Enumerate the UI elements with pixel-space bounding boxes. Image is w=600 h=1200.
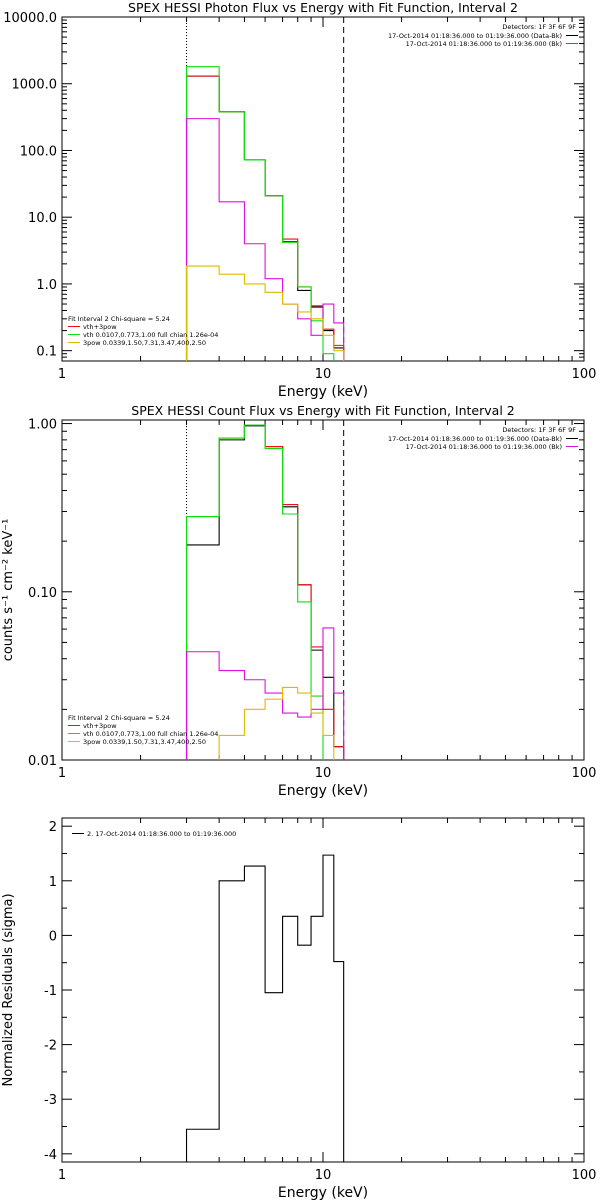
y-axis-label: counts s⁻¹ cm⁻² keV⁻¹ [1,519,16,662]
series-data-line [185,425,345,760]
legend-entry-text: 17-Oct-2014 01:18:36.000 to 01:19:36.000… [388,32,562,40]
x-axis-label: Energy (keV) [278,384,368,400]
legend-entry-text: 3pow 0.0339,1.50,7.31,3.47,400,2.50 [83,339,206,347]
detectors-label: Detectors: 1F 3F 6F 9F [502,426,576,434]
y-tick-label: -1 [44,984,57,999]
y-tick-label: -3 [44,1093,57,1108]
series-bk-line [185,118,345,361]
legend-entry-text: vth+3pow [83,323,117,331]
series-pow-line [185,686,345,760]
y-tick-label: -2 [44,1039,57,1054]
legend-entry-text: 17-Oct-2014 01:18:36.000 to 01:19:36.000… [406,40,562,48]
y-axis-label: Normalized Residuals (sigma) [1,893,16,1086]
x-axis-label: Energy (keV) [278,1185,368,1200]
x-tick-label: 100 [572,1168,597,1183]
series-vth-line [185,424,345,760]
y-tick-label: 0.10 [28,586,57,601]
y-tick-label: 0.01 [28,754,57,769]
y-tick-label: 1.0 [36,278,57,293]
x-tick-label: 10 [315,367,332,382]
y-tick-label: -4 [44,1148,57,1163]
chart-title: SPEX HESSI Count Flux vs Energy with Fit… [131,403,514,418]
y-axis: 0.01 0.10 1.00 counts s⁻¹ cm⁻² keV⁻¹ [1,418,584,769]
chart-title: SPEX HESSI Photon Flux vs Energy with Fi… [128,0,518,15]
x-axis: 1 10 100 Energy (keV) [58,818,597,1200]
legend-entry-text: 17-Oct-2014 01:18:36.000 to 01:19:36.000… [406,443,562,451]
x-axis: 1 10 100 Energy (keV) [58,17,597,400]
photon-flux-panel: SPEX HESSI Photon Flux vs Energy with Fi… [3,0,596,400]
count-flux-panel: SPEX HESSI Count Flux vs Energy with Fit… [1,403,596,799]
series-pow-line [185,265,345,361]
y-tick-label: 0 [49,929,57,944]
y-tick-label: 1 [49,875,57,890]
x-tick-label: 100 [572,766,597,781]
y-axis: 0.1 1.0 10.0 100.0 1000.0 10000.0 [3,11,584,362]
y-tick-label: 2 [49,820,57,835]
y-tick-label: 1.00 [28,418,57,433]
x-tick-label: 1 [58,367,66,382]
legend-entry-text: vth 0.0107,0.773,1.00 full chian 1.26e-0… [83,730,218,738]
series-bk-line [185,627,345,760]
x-tick-label: 10 [315,766,332,781]
x-tick-label: 10 [315,1168,332,1183]
y-tick-label: 10000.0 [3,11,57,26]
series-vth-line [185,66,345,361]
legend-entry-text: vth+3pow [83,722,117,730]
data-series [185,66,345,361]
legend-entry-text: vth 0.0107,0.773,1.00 full chian 1.26e-0… [83,331,218,339]
fit-interval-label: Fit Interval 2 Chi-square = 5.24 [68,714,170,722]
x-axis: 1 10 100 Energy (keV) [58,420,597,799]
legend-entry-text: 3pow 0.0339,1.50,7.31,3.47,400,2.50 [83,738,206,746]
series-resid-line [185,854,345,1162]
y-axis: -4 -3 -2 -1 0 1 2 Normalized Residuals (sigma) [1,820,584,1163]
x-tick-label: 100 [572,367,597,382]
x-tick-label: 1 [58,766,66,781]
y-tick-label: 1000.0 [12,78,58,93]
legend-entry-text: 17-Oct-2014 01:18:36.000 to 01:19:36.000… [388,435,562,443]
y-tick-label: 0.1 [36,345,57,360]
residuals-panel: 1 10 100 Energy (keV) -4 -3 -2 -1 0 1 2 Normalized … [1,817,597,1200]
x-axis-label: Energy (keV) [278,783,368,799]
residual-legend-text: 2. 17-Oct-2014 01:18:36.000 to 01:19:36.… [87,830,236,838]
data-series [185,424,345,760]
fit-interval-label: Fit Interval 2 Chi-square = 5.24 [68,315,170,323]
y-tick-label: 10.0 [28,211,57,226]
detectors-label: Detectors: 1F 3F 6F 9F [502,23,576,31]
x-tick-label: 1 [58,1168,66,1183]
y-tick-label: 100.0 [20,144,57,159]
data-series [185,854,345,1162]
